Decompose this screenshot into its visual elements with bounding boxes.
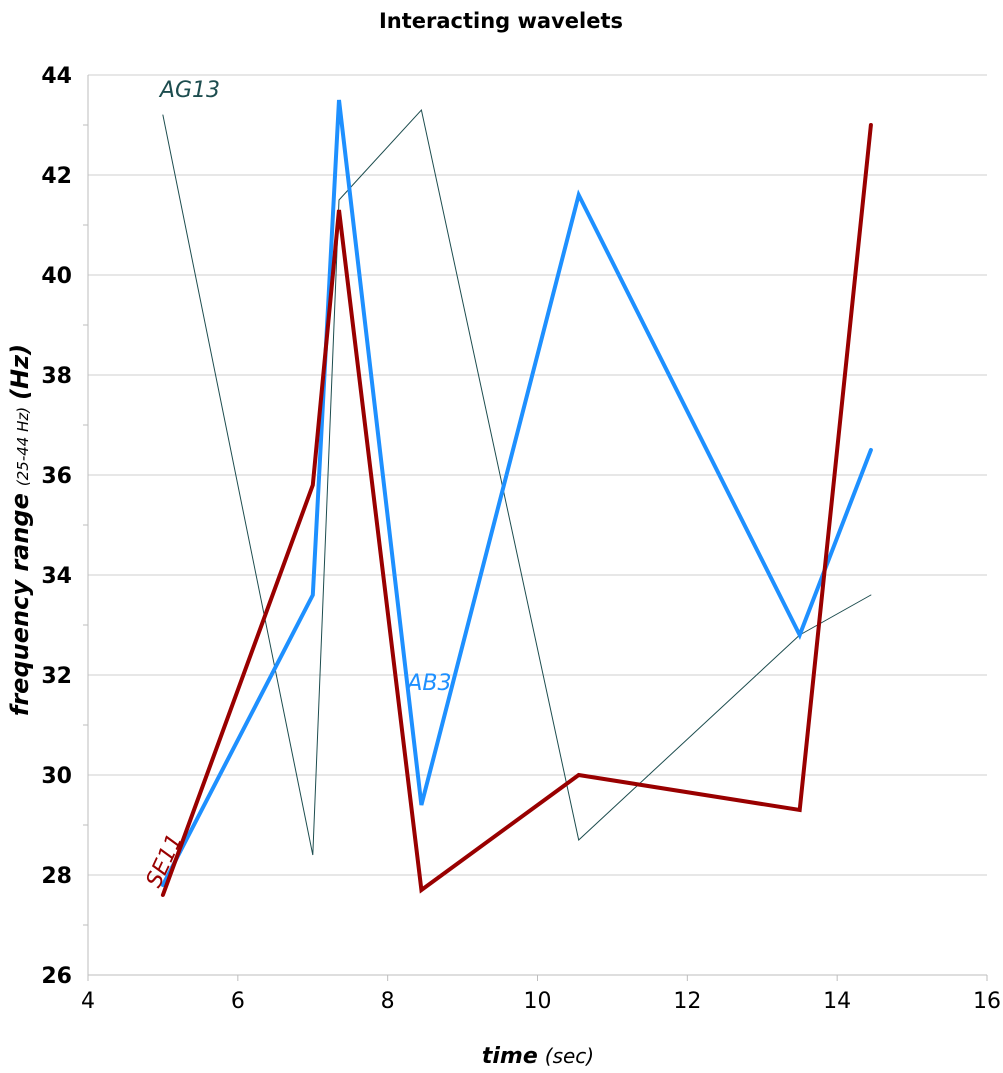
y-tick-label: 40	[41, 264, 72, 289]
y-axis-label: frequency range (25-44 Hz) (Hz)	[6, 344, 34, 716]
series-lines	[160, 99, 873, 897]
gridlines	[88, 74, 987, 876]
x-tick-label: 12	[673, 989, 701, 1014]
chart-title: Interacting wavelets	[379, 9, 623, 33]
series-line-ag13	[162, 108, 872, 856]
y-tick-label: 36	[41, 464, 72, 489]
y-axis-label-main: frequency range	[6, 493, 34, 716]
y-axis-label-unit: (Hz)	[6, 344, 34, 400]
y-tick-label: 30	[41, 764, 72, 789]
x-axis-label-main: time	[482, 1044, 538, 1069]
y-tick-label: 26	[41, 964, 72, 989]
series-line-ab3	[160, 99, 873, 887]
y-tick-labels: 26 28 30 32 34 36 38 40 42 44	[41, 64, 72, 989]
x-tick-label: 6	[231, 989, 245, 1014]
x-tick-label: 10	[524, 989, 552, 1014]
x-tick-labels: 4 6 8 10 12 14 16	[81, 989, 1001, 1014]
y-tick-label: 44	[41, 64, 72, 89]
y-tick-label: 42	[41, 164, 72, 189]
x-tick-label: 4	[81, 989, 95, 1014]
x-tick-label: 14	[823, 989, 851, 1014]
series-label-ag13: AG13	[158, 78, 220, 103]
x-axis-label: time (sec)	[482, 1044, 594, 1069]
x-axis-label-unit: (sec)	[545, 1044, 594, 1068]
y-tick-label: 28	[41, 864, 72, 889]
y-tick-label: 32	[41, 664, 72, 689]
y-tick-label: 34	[41, 564, 72, 589]
y-tick-label: 38	[41, 364, 72, 389]
x-tick-label: 8	[381, 989, 395, 1014]
series-label-ab3: AB3	[405, 671, 451, 696]
axes	[83, 75, 988, 981]
x-tick-label: 16	[973, 989, 1001, 1014]
y-axis-label-range: (25-44 Hz)	[14, 407, 32, 486]
series-line-se11	[160, 123, 873, 897]
series-label-se11: SE11	[142, 830, 188, 891]
